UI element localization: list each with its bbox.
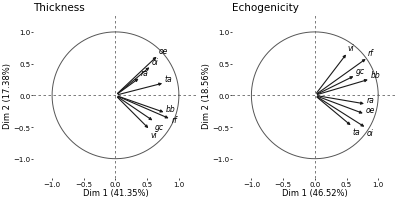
Text: oe: oe <box>159 46 168 55</box>
Text: vi: vi <box>150 131 157 139</box>
Text: bb: bb <box>370 70 380 79</box>
Text: oe: oe <box>366 106 375 115</box>
Text: rf: rf <box>171 115 177 124</box>
Text: Echogenicity: Echogenicity <box>232 3 299 13</box>
X-axis label: Dim 1 (41.35%): Dim 1 (41.35%) <box>83 188 148 197</box>
Text: oi: oi <box>152 57 158 66</box>
Y-axis label: Dim 2 (17.38%): Dim 2 (17.38%) <box>3 63 12 129</box>
Text: bb: bb <box>166 105 176 113</box>
Text: ta: ta <box>165 74 172 83</box>
X-axis label: Dim 1 (46.52%): Dim 1 (46.52%) <box>282 188 348 197</box>
Text: ta: ta <box>353 127 360 136</box>
Text: ra: ra <box>141 69 149 78</box>
Text: ra: ra <box>367 96 374 105</box>
Text: oi: oi <box>367 129 374 138</box>
Y-axis label: Dim 2 (18.56%): Dim 2 (18.56%) <box>202 63 211 129</box>
Text: rf: rf <box>368 49 374 58</box>
Text: gc: gc <box>356 67 365 76</box>
Text: vi: vi <box>348 44 354 53</box>
Text: gc: gc <box>155 122 164 131</box>
Text: Thickness: Thickness <box>33 3 85 13</box>
